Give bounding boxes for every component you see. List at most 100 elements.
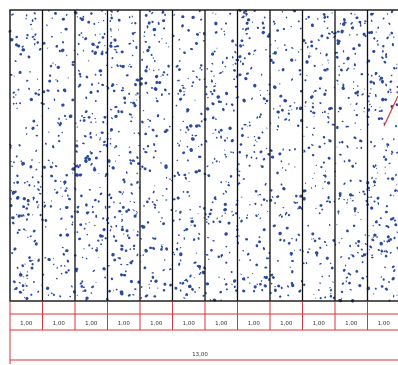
pointer-arrow — [383, 95, 398, 127]
speckle-dot — [355, 242, 357, 245]
speckle-dot — [353, 136, 357, 140]
speckle-dot — [117, 29, 120, 31]
speckle-dot — [299, 73, 302, 76]
speckle-dot — [170, 180, 173, 182]
speckle-dot — [391, 150, 394, 154]
speckle-dot — [245, 238, 249, 241]
speckle-dot — [354, 209, 356, 213]
speckle-dot — [348, 281, 351, 285]
speckle-dot — [128, 65, 130, 67]
speckle-dot — [391, 277, 395, 281]
speckle-dot — [257, 136, 261, 140]
speckle-dot — [369, 92, 371, 94]
speckle-dot — [154, 185, 156, 187]
speckle-dot — [94, 118, 96, 120]
speckle-dot — [22, 276, 24, 278]
speckle-dot — [368, 31, 371, 35]
speckle-dot — [338, 197, 341, 200]
speckle-dot — [295, 106, 298, 110]
speckle-dot — [59, 208, 62, 210]
speckle-dot — [353, 68, 355, 70]
speckle-dot — [133, 247, 135, 250]
speckle-dot — [32, 198, 34, 201]
speckle-dot — [395, 173, 397, 177]
speckle-dot — [46, 47, 49, 49]
speckle-dot — [193, 224, 197, 228]
speckle-dot — [152, 27, 157, 32]
speckle-dot — [262, 26, 266, 30]
speckle-dot — [156, 99, 159, 103]
speckle-dot — [351, 164, 355, 168]
speckle-dot — [287, 213, 291, 217]
speckle-dot — [56, 80, 59, 83]
speckle-dot — [67, 269, 70, 272]
speckle-dot — [252, 290, 256, 293]
speckle-dot — [279, 295, 282, 298]
speckle-dot — [101, 50, 104, 53]
speckle-dot — [154, 150, 157, 153]
speckle-dot — [194, 290, 196, 294]
speckle-dot — [364, 22, 366, 25]
speckle-dot — [129, 261, 133, 265]
drawing-frame — [9, 9, 398, 302]
speckle-dot — [96, 45, 100, 49]
speckle-dot — [395, 124, 398, 128]
speckle-dot — [44, 257, 47, 259]
speckle-dot — [246, 18, 251, 22]
speckle-dot — [376, 40, 379, 42]
speckle-dot — [377, 43, 379, 46]
speckle-dot — [150, 279, 153, 283]
speckle-dot — [295, 194, 298, 198]
speckle-dot — [144, 69, 148, 73]
speckle-dot — [167, 46, 170, 48]
speckle-dot — [97, 82, 100, 84]
speckle-dot — [110, 277, 114, 281]
speckle-dot — [87, 116, 91, 119]
speckle-dot — [323, 142, 326, 145]
speckle-dot — [162, 71, 166, 74]
speckle-dot — [243, 123, 247, 126]
speckle-dot — [29, 165, 33, 169]
speckle-dot — [311, 232, 315, 236]
speckle-dot — [337, 83, 339, 85]
speckle-dot — [23, 296, 26, 298]
speckle-dot — [15, 93, 17, 96]
speckle-dot — [19, 53, 23, 56]
speckle-dot — [128, 236, 131, 240]
speckle-dot — [225, 91, 229, 96]
speckle-dot — [347, 272, 350, 275]
speckle-dot — [149, 119, 152, 122]
speckle-dot — [351, 199, 354, 202]
speckle-dot — [323, 241, 327, 243]
speckle-dot — [51, 17, 53, 19]
speckle-dot — [341, 140, 344, 144]
speckle-dot — [212, 132, 214, 134]
speckle-dot — [136, 181, 139, 184]
speckle-dot — [313, 293, 315, 296]
speckle-dot — [162, 222, 166, 226]
speckle-dot — [385, 205, 389, 208]
speckle-dot — [15, 195, 20, 200]
speckle-dot — [198, 268, 201, 270]
speckle-dot — [47, 294, 50, 296]
speckle-dot — [190, 137, 195, 141]
speckle-dot — [305, 18, 308, 20]
speckle-dot — [184, 176, 187, 180]
speckle-dot — [129, 248, 132, 251]
speckle-dot — [65, 118, 67, 121]
speckle-dot — [357, 244, 360, 248]
speckle-dot — [13, 247, 17, 251]
speckle-dot — [80, 32, 83, 34]
speckle-dot — [50, 200, 53, 202]
speckle-dot — [134, 31, 136, 34]
speckle-dot — [260, 204, 263, 206]
speckle-dot — [212, 240, 215, 242]
speckle-dot — [344, 264, 347, 267]
speckle-dot — [386, 240, 389, 243]
speckle-dot — [178, 39, 181, 41]
speckle-dot — [239, 73, 242, 76]
speckle-dot — [91, 42, 95, 46]
speckle-dot — [143, 167, 147, 171]
speckle-dot — [83, 248, 85, 250]
speckle-dot — [323, 174, 327, 178]
